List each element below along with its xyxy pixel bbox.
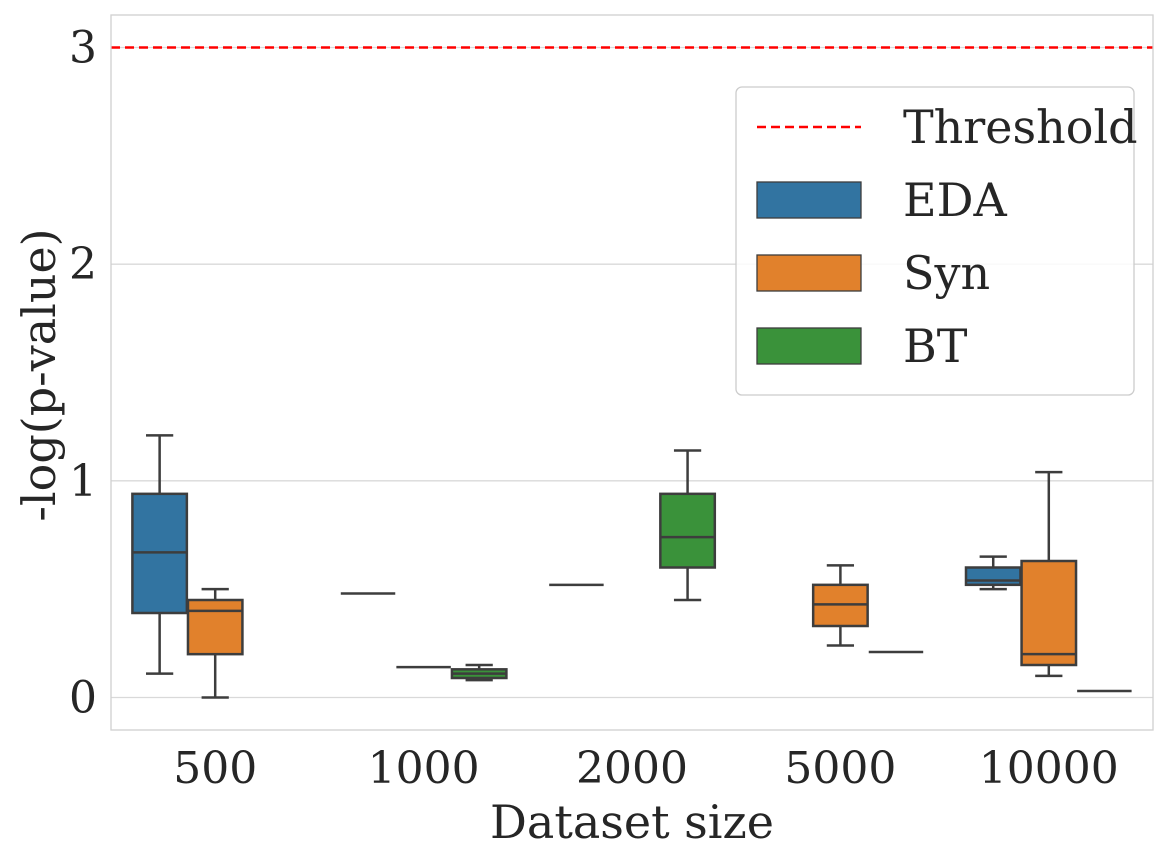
legend-label-eda: EDA <box>903 173 1007 227</box>
y-tick-label: 3 <box>69 23 97 74</box>
legend: Threshold EDA Syn BT <box>735 86 1138 396</box>
legend-label-threshold: Threshold <box>903 100 1138 154</box>
box-layer <box>131 434 1132 699</box>
x-tick-labels: 500 1000 2000 5000 10000 <box>173 743 1119 794</box>
x-tick-label: 500 <box>173 743 257 794</box>
x-tick-label: 10000 <box>979 743 1119 794</box>
legend-swatch-eda <box>756 181 862 219</box>
x-tick-label: 5000 <box>784 743 896 794</box>
box-bt-1000 <box>450 663 508 682</box>
box-iqr <box>1020 559 1078 667</box>
y-tick-labels: 0 1 2 3 <box>69 23 97 724</box>
legend-frame <box>735 86 1135 396</box>
box-iqr <box>659 492 717 569</box>
box-eda-500 <box>131 434 189 675</box>
box-syn-10000 <box>1020 470 1078 678</box>
box-bt-2000 <box>659 449 717 602</box>
box-syn-5000 <box>811 564 869 647</box>
x-tick-label: 2000 <box>576 743 688 794</box>
plot-frame <box>110 14 1154 731</box>
y-tick-label: 0 <box>69 673 97 724</box>
x-tick-label: 1000 <box>368 743 480 794</box>
box-iqr <box>964 566 1022 587</box>
y-tick-label: 1 <box>69 456 97 507</box>
box-eda-10000 <box>964 555 1022 591</box>
x-axis-label: Dataset size <box>490 795 774 849</box>
y-axis-label: -log(p-value) <box>12 228 66 521</box>
box-syn-500 <box>186 587 244 699</box>
box-iqr <box>186 598 244 656</box>
y-tick-label: 2 <box>69 239 97 290</box>
legend-label-bt: BT <box>903 319 968 373</box>
legend-swatch-syn <box>756 254 862 292</box>
legend-swatch-bt <box>756 327 862 365</box>
legend-label-syn: Syn <box>903 246 990 300</box>
